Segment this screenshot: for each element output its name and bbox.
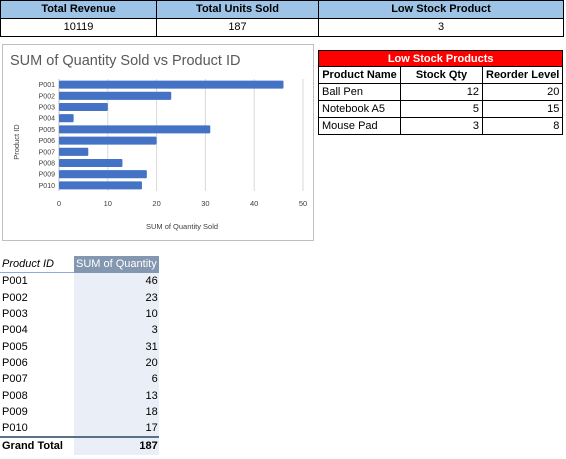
kpi-header-low-stock[interactable]: Low Stock Product bbox=[318, 0, 564, 19]
low-stock-column-row: Product Name Stock Qty Reorder Level bbox=[318, 66, 564, 84]
low-stock-reorder[interactable]: 8 bbox=[481, 117, 564, 135]
kpi-header-row: Total Revenue Total Units Sold Low Stock… bbox=[0, 0, 564, 19]
pivot-sum-quantity[interactable]: 18 bbox=[74, 403, 159, 420]
pivot-sum-quantity[interactable]: 3 bbox=[74, 322, 159, 339]
pivot-header-sum-quantity[interactable]: SUM of Quantity bbox=[74, 256, 159, 273]
pivot-product-id[interactable]: P010 bbox=[0, 419, 74, 438]
y-tick-label: P006 bbox=[39, 138, 55, 145]
low-stock-col-reorder-level[interactable]: Reorder Level bbox=[481, 66, 564, 84]
low-stock-row: Ball Pen 12 20 bbox=[318, 83, 564, 101]
low-stock-qty[interactable]: 3 bbox=[400, 117, 483, 135]
pivot-grand-total-label[interactable]: Grand Total bbox=[0, 436, 74, 455]
pivot-table: Product ID SUM of Quantity P001 46 P002 23 P… bbox=[0, 256, 159, 455]
y-tick-label: P010 bbox=[39, 183, 55, 190]
pivot-sum-quantity[interactable]: 31 bbox=[74, 338, 159, 355]
x-axis-title: SUM of Quantity Sold bbox=[146, 222, 218, 231]
low-stock-reorder[interactable]: 15 bbox=[481, 100, 564, 118]
kpi-value-total-revenue[interactable]: 10119 bbox=[0, 18, 157, 37]
low-stock-title[interactable]: Low Stock Products bbox=[317, 50, 564, 67]
bar-chart: 0 10 20 30 40 50 P001 P002 P003 P004 P005 P006 P007 P… bbox=[12, 79, 307, 231]
kpi-header-total-units[interactable]: Total Units Sold bbox=[156, 0, 319, 19]
x-tick-label: 10 bbox=[104, 199, 112, 208]
pivot-product-id[interactable]: P005 bbox=[0, 338, 74, 355]
pivot-row: P007 6 bbox=[0, 371, 159, 388]
pivot-sum-quantity[interactable]: 23 bbox=[74, 289, 159, 306]
pivot-grand-total-row: Grand Total 187 bbox=[0, 436, 159, 455]
pivot-grand-total-value[interactable]: 187 bbox=[74, 436, 159, 455]
y-tick-label: P003 bbox=[39, 105, 55, 112]
low-stock-product[interactable]: Notebook A5 bbox=[318, 100, 401, 118]
low-stock-col-product-name[interactable]: Product Name bbox=[318, 66, 401, 84]
low-stock-row: Mouse Pad 3 8 bbox=[318, 117, 564, 135]
bar-p005[interactable] bbox=[59, 125, 211, 134]
pivot-sum-quantity[interactable]: 20 bbox=[74, 354, 159, 372]
pivot-row: P005 31 bbox=[0, 338, 159, 355]
bar-p003[interactable] bbox=[59, 102, 108, 112]
kpi-value-total-units[interactable]: 187 bbox=[156, 18, 319, 37]
pivot-product-id[interactable]: P006 bbox=[0, 354, 74, 372]
pivot-header-row: Product ID SUM of Quantity bbox=[0, 256, 159, 274]
y-tick-label: P004 bbox=[39, 116, 55, 123]
pivot-sum-quantity[interactable]: 46 bbox=[74, 272, 159, 290]
x-tick-label: 30 bbox=[201, 199, 209, 208]
pivot-header-product-id[interactable]: Product ID bbox=[0, 256, 74, 274]
low-stock-reorder[interactable]: 20 bbox=[481, 83, 564, 101]
pivot-row: P002 23 bbox=[0, 289, 159, 306]
pivot-product-id[interactable]: P004 bbox=[0, 322, 74, 339]
pivot-product-id[interactable]: P001 bbox=[0, 272, 74, 290]
pivot-product-id[interactable]: P008 bbox=[0, 387, 74, 404]
pivot-product-id[interactable]: P009 bbox=[0, 403, 74, 420]
pivot-product-id[interactable]: P002 bbox=[0, 289, 74, 306]
bar-p010[interactable] bbox=[59, 181, 142, 190]
low-stock-qty[interactable]: 5 bbox=[400, 100, 483, 118]
bar-p008[interactable] bbox=[59, 158, 123, 168]
pivot-product-id[interactable]: P007 bbox=[0, 371, 74, 388]
low-stock-qty[interactable]: 12 bbox=[400, 83, 483, 101]
y-tick-label: P002 bbox=[39, 93, 55, 100]
pivot-product-id[interactable]: P003 bbox=[0, 305, 74, 323]
bar-p006[interactable] bbox=[59, 136, 157, 145]
low-stock-row: Notebook A5 5 15 bbox=[318, 100, 564, 118]
kpi-value-low-stock[interactable]: 3 bbox=[318, 18, 564, 37]
y-tick-label: P008 bbox=[39, 161, 55, 168]
bar-p002[interactable] bbox=[59, 91, 172, 100]
pivot-row: P003 10 bbox=[0, 305, 159, 323]
pivot-row: P006 20 bbox=[0, 354, 159, 372]
bar-p004[interactable] bbox=[59, 114, 74, 123]
chart-area[interactable] bbox=[2, 44, 314, 241]
pivot-sum-quantity[interactable]: 13 bbox=[74, 387, 159, 404]
y-tick-label: P005 bbox=[39, 127, 55, 134]
pivot-row: P001 46 bbox=[0, 272, 159, 290]
x-tick-label: 50 bbox=[299, 199, 307, 208]
low-stock-title-row: Low Stock Products bbox=[317, 50, 564, 67]
y-tick-label: P007 bbox=[39, 149, 55, 156]
kpi-value-row: 10119 187 3 bbox=[0, 18, 564, 37]
y-tick-label: P001 bbox=[39, 82, 55, 89]
pivot-row: P010 17 bbox=[0, 419, 159, 438]
x-tick-label: 0 bbox=[57, 199, 61, 208]
low-stock-product[interactable]: Ball Pen bbox=[318, 83, 401, 101]
x-tick-label: 40 bbox=[250, 199, 258, 208]
low-stock-table: Low Stock Products Product Name Stock Qt… bbox=[317, 50, 564, 135]
low-stock-col-stock-qty[interactable]: Stock Qty bbox=[400, 66, 483, 84]
pivot-sum-quantity[interactable]: 6 bbox=[74, 371, 159, 388]
pivot-sum-quantity[interactable]: 10 bbox=[74, 305, 159, 323]
pivot-row: P008 13 bbox=[0, 387, 159, 404]
kpi-table: Total Revenue Total Units Sold Low Stock… bbox=[0, 0, 564, 37]
low-stock-product[interactable]: Mouse Pad bbox=[318, 117, 401, 135]
chart-title: SUM of Quantity Sold vs Product ID bbox=[10, 53, 241, 69]
pivot-sum-quantity[interactable]: 17 bbox=[74, 419, 159, 438]
pivot-row: P009 18 bbox=[0, 403, 159, 420]
bar-p009[interactable] bbox=[59, 170, 147, 179]
y-tick-label: P009 bbox=[39, 172, 55, 179]
kpi-header-total-revenue[interactable]: Total Revenue bbox=[0, 0, 157, 19]
bar-p007[interactable] bbox=[59, 147, 89, 156]
pivot-row: P004 3 bbox=[0, 322, 159, 339]
x-tick-label: 20 bbox=[152, 199, 160, 208]
y-axis-title: Product ID bbox=[12, 124, 21, 160]
bar-p001[interactable] bbox=[59, 80, 284, 89]
